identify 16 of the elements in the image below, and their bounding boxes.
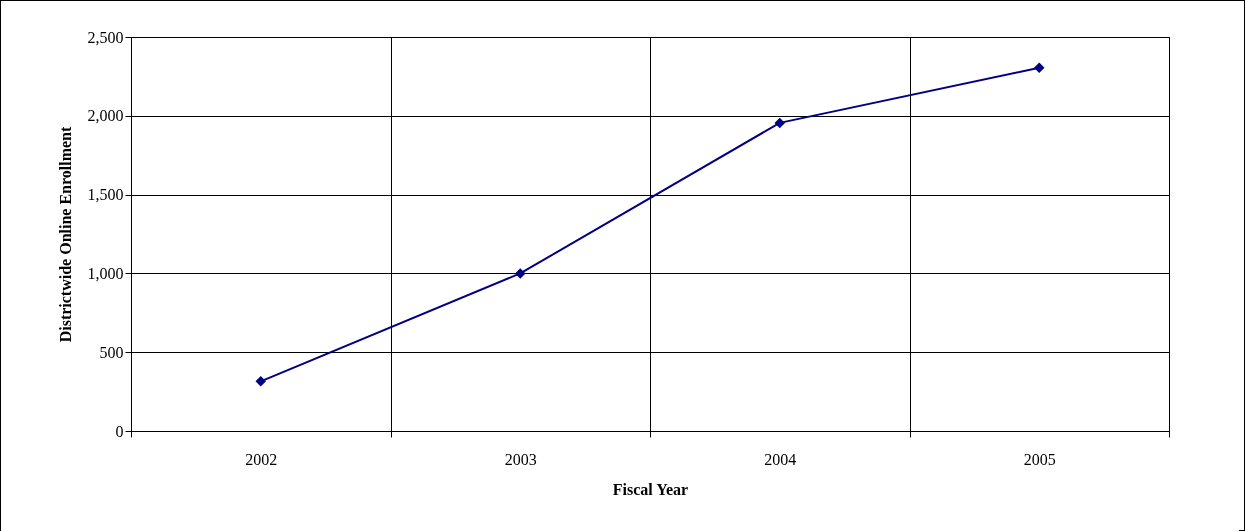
x-tick-label: 2004 — [764, 450, 797, 468]
y-tick-label: 2,500 — [87, 28, 124, 46]
y-tick-label: 1,000 — [87, 264, 124, 282]
y-tick-label: 500 — [99, 343, 124, 361]
point — [1034, 62, 1045, 73]
x-tick-label: 2002 — [245, 450, 278, 468]
x-tick-label: 2003 — [504, 450, 537, 468]
x-tick-label: 2005 — [1023, 450, 1056, 468]
y-tick-label: 2,000 — [87, 107, 124, 125]
y-tick-label: 1,500 — [87, 186, 124, 204]
y-tick-label: 0 — [115, 422, 124, 440]
x-axis-title: Fiscal Year — [612, 480, 689, 498]
point — [255, 376, 266, 387]
point — [774, 117, 785, 129]
point — [515, 268, 526, 279]
y-axis-title: Districtwide Online Enrollment — [56, 125, 74, 343]
